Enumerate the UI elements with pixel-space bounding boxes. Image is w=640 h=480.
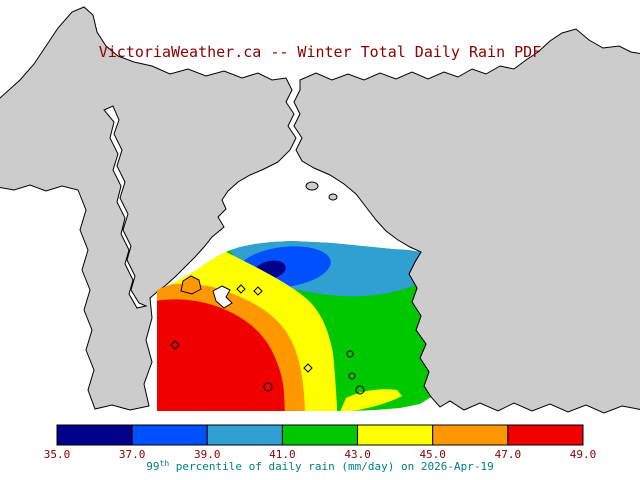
colorbar-tick: 43.0 (344, 448, 371, 461)
coastal-point (180, 275, 202, 295)
harbour-notch (212, 285, 233, 309)
caption-text: percentile of daily rain (mm/day) on 202… (169, 460, 494, 473)
inlet-channel (103, 105, 148, 309)
basin-island (305, 181, 319, 191)
islet-outline (355, 385, 365, 395)
colorbar-tick-labels: 35.0 37.0 39.0 41.0 43.0 45.0 47.0 49.0 (0, 448, 640, 462)
contour-band-43-45-coastal (340, 389, 402, 411)
islet-outline (348, 372, 356, 380)
colorbar-segment (357, 424, 434, 446)
colorbar-caption: 99th percentile of daily rain (mm/day) o… (0, 459, 640, 473)
colorbar-segment (206, 424, 283, 446)
islet-outline (346, 350, 354, 358)
colorbar-tick: 45.0 (419, 448, 446, 461)
landmass-east (293, 28, 640, 414)
station-diamond-marker (303, 363, 313, 373)
colorbar-tick: 39.0 (194, 448, 221, 461)
basin-island (328, 193, 338, 201)
colorbar-segment (56, 424, 133, 446)
landmass-west (0, 6, 297, 411)
colorbar-segment (432, 424, 509, 446)
colorbar-tick: 47.0 (494, 448, 522, 461)
colorbar-segment (131, 424, 208, 446)
station-diamond-marker (236, 284, 246, 294)
caption-number: 99 (146, 460, 160, 473)
colorbar-segment (507, 424, 584, 446)
station-diamond-marker (253, 286, 263, 296)
page-title: VictoriaWeather.ca -- Winter Total Daily… (98, 43, 542, 61)
colorbar (56, 424, 584, 446)
station-diamond-marker (170, 340, 180, 350)
coastline-east-of-domain (408, 251, 432, 398)
contour-field (157, 241, 431, 411)
colorbar-tick: 41.0 (269, 448, 296, 461)
caption-superscript: th (159, 459, 170, 468)
colorbar-tick: 35.0 (43, 448, 71, 461)
islet-outline (263, 382, 273, 392)
colorbar-tick: 49.0 (569, 448, 597, 461)
contour-band-47-49 (157, 299, 285, 411)
colorbar-segment (281, 424, 359, 446)
colorbar-tick: 37.0 (118, 448, 146, 461)
